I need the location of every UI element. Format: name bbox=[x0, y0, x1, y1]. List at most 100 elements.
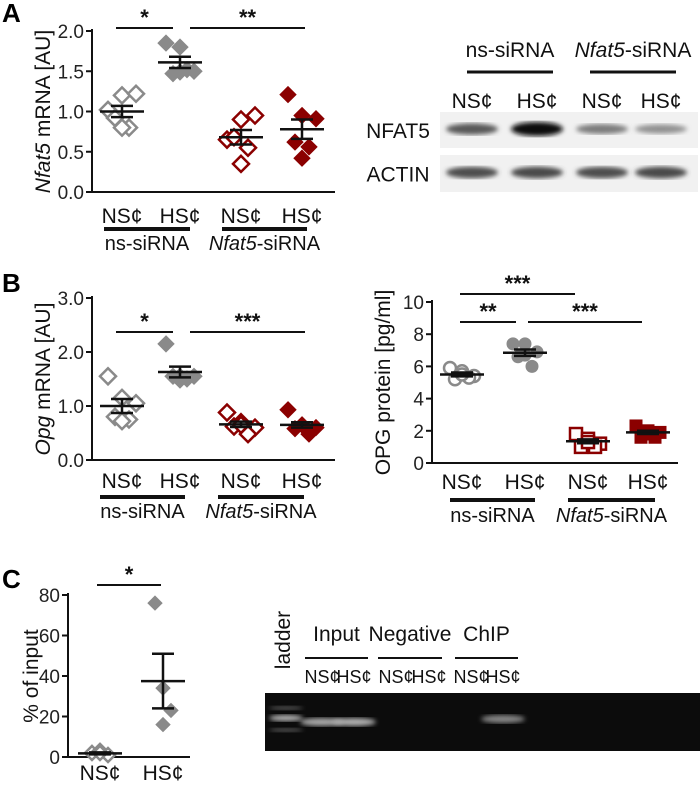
category-label: HS¢ bbox=[628, 471, 669, 494]
gel-group-label: Input bbox=[313, 623, 360, 646]
group-label-italic: Nfat5 bbox=[556, 505, 605, 527]
significance-label: *** bbox=[572, 299, 598, 324]
blot-lane-label: HS¢ bbox=[641, 90, 682, 113]
data-point bbox=[279, 401, 297, 419]
y-axis-label-italic: Opg bbox=[32, 415, 55, 455]
group-label-text: ns-siRNA bbox=[105, 233, 190, 255]
chart-2 bbox=[426, 293, 678, 502]
blot-band bbox=[635, 166, 687, 179]
blot-band bbox=[511, 122, 563, 136]
blot-group-label-italic: Nfat5 bbox=[575, 39, 626, 62]
group-label: ns-siRNA bbox=[450, 505, 535, 527]
chart-1 bbox=[86, 296, 335, 499]
blot-band bbox=[576, 124, 628, 134]
gel-lane-label: NS¢ bbox=[378, 667, 413, 687]
data-point bbox=[126, 84, 146, 104]
category-label: HS¢ bbox=[282, 470, 323, 493]
data-point bbox=[518, 337, 532, 351]
gel-band bbox=[300, 718, 344, 726]
y-tick-label: 2.0 bbox=[58, 343, 84, 364]
blot-band bbox=[446, 166, 498, 179]
y-tick-label: 80 bbox=[39, 586, 60, 607]
significance-label: * bbox=[140, 309, 149, 334]
data-point bbox=[112, 117, 132, 138]
category-label: HS¢ bbox=[505, 471, 546, 494]
category-label: NS¢ bbox=[221, 205, 262, 228]
data-point bbox=[147, 595, 163, 611]
data-point bbox=[293, 149, 311, 167]
significance-label: *** bbox=[235, 309, 261, 334]
y-tick-label: 40 bbox=[39, 667, 60, 688]
y-tick-label: 20 bbox=[39, 708, 60, 729]
group-label-text: -siRNA bbox=[257, 233, 321, 255]
blot-row-label: NFAT5 bbox=[366, 120, 430, 143]
y-tick-label: 1.0 bbox=[58, 397, 84, 418]
category-label: NS¢ bbox=[102, 205, 143, 228]
significance-label: ** bbox=[239, 5, 257, 30]
group-label: ns-siRNA bbox=[105, 233, 190, 255]
data-point bbox=[307, 110, 325, 128]
y-tick-label: 0.5 bbox=[58, 143, 84, 164]
data-point bbox=[300, 138, 318, 156]
data-point bbox=[157, 335, 175, 353]
y-tick-label: 8 bbox=[413, 325, 424, 346]
y-axis-label: Opg mRNA [AU] bbox=[32, 303, 55, 456]
western-blot bbox=[440, 70, 698, 192]
data-point bbox=[163, 702, 179, 719]
blot-group-label-text: ns-siRNA bbox=[466, 39, 555, 62]
ladder-band bbox=[269, 715, 303, 721]
panel-label-b: B bbox=[2, 268, 21, 298]
y-axis-label: % of input bbox=[20, 629, 43, 723]
data-point bbox=[171, 38, 189, 56]
y-tick-label: 10 bbox=[403, 293, 424, 314]
data-point bbox=[157, 34, 175, 52]
category-label: NS¢ bbox=[442, 471, 483, 494]
y-axis-label-text: % of input bbox=[20, 629, 43, 723]
y-axis-label-text: mRNA [AU] bbox=[32, 30, 55, 143]
y-axis-label-italic: Nfat5 bbox=[32, 143, 55, 194]
chart-0 bbox=[86, 27, 335, 231]
gel-lane-label: NS¢ bbox=[453, 667, 488, 687]
chip-gel bbox=[265, 657, 700, 751]
data-point bbox=[217, 402, 237, 423]
group-label-text: -siRNA bbox=[604, 505, 668, 527]
data-point bbox=[245, 105, 265, 126]
gel-band bbox=[332, 718, 376, 726]
gel-lane-label: HS¢ bbox=[336, 667, 371, 687]
group-label: Nfat5-siRNA bbox=[556, 505, 668, 527]
panel-label-a: A bbox=[2, 0, 21, 28]
y-axis-label: OPG protein [pg/ml] bbox=[372, 290, 395, 476]
data-point bbox=[238, 137, 258, 158]
category-label: NS¢ bbox=[80, 762, 121, 785]
panel-label-c: C bbox=[2, 564, 21, 594]
gel-lane-label: HS¢ bbox=[411, 667, 446, 687]
data-point bbox=[525, 359, 539, 373]
group-label-italic: Nfat5 bbox=[209, 233, 258, 255]
y-axis-label: Nfat5 mRNA [AU] bbox=[32, 30, 55, 193]
category-label: HS¢ bbox=[282, 205, 323, 228]
gel-lane-label: HS¢ bbox=[485, 667, 520, 687]
significance-label: ** bbox=[479, 299, 497, 324]
y-tick-label: 0.0 bbox=[58, 451, 84, 472]
significance-label: * bbox=[140, 5, 149, 30]
significance-label: *** bbox=[505, 271, 531, 296]
y-tick-label: 2.0 bbox=[58, 22, 84, 43]
ladder-band bbox=[269, 728, 303, 732]
y-tick-label: 0.0 bbox=[58, 183, 84, 204]
blot-band bbox=[576, 166, 628, 179]
data-point bbox=[98, 366, 118, 387]
group-label-italic: Nfat5 bbox=[205, 501, 254, 523]
blot-lane-label: NS¢ bbox=[582, 90, 623, 113]
significance-label: * bbox=[125, 562, 134, 587]
group-label-text: ns-siRNA bbox=[450, 505, 535, 527]
category-label: HS¢ bbox=[160, 205, 201, 228]
data-point bbox=[279, 85, 297, 104]
data-point bbox=[112, 411, 132, 431]
y-tick-label: 0 bbox=[413, 454, 424, 475]
y-tick-label: 60 bbox=[39, 627, 60, 648]
data-point bbox=[231, 109, 251, 130]
blot-group-label: Nfat5-siRNA bbox=[575, 39, 692, 62]
group-label-text: -siRNA bbox=[253, 501, 317, 523]
chart-3 bbox=[62, 584, 190, 764]
blot-band bbox=[511, 166, 563, 179]
